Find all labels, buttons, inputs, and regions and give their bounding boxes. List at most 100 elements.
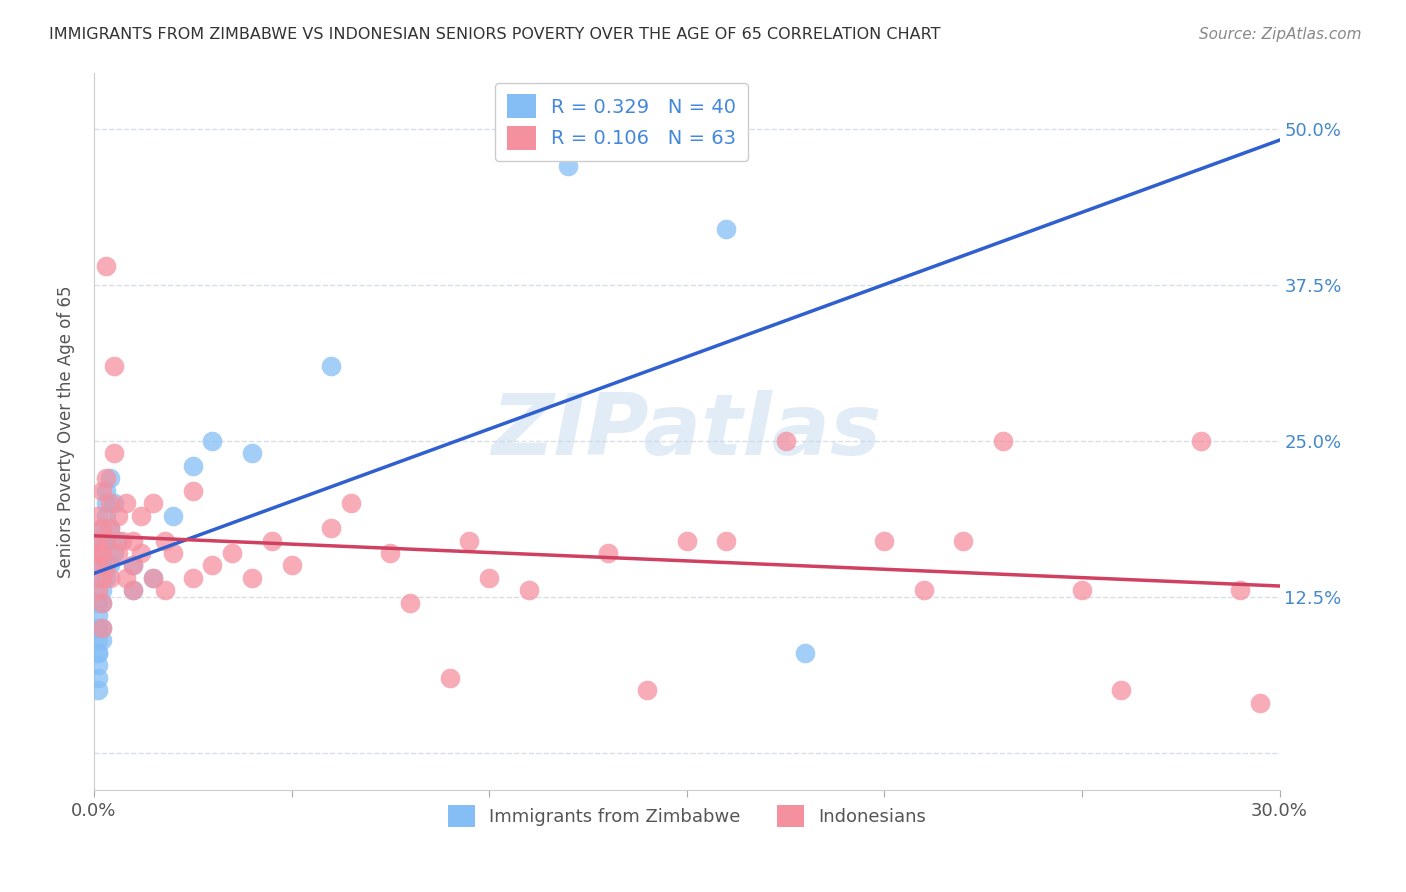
Point bbox=[94, 471, 117, 485]
Point bbox=[94, 508, 117, 523]
Point bbox=[675, 533, 697, 548]
Point bbox=[991, 434, 1014, 448]
Point bbox=[340, 496, 363, 510]
Point bbox=[90, 533, 112, 548]
Point bbox=[94, 533, 117, 548]
Point bbox=[90, 596, 112, 610]
Point bbox=[90, 546, 112, 560]
Point bbox=[87, 683, 110, 698]
Point bbox=[1071, 583, 1094, 598]
Point bbox=[240, 446, 263, 460]
Point bbox=[87, 508, 110, 523]
Point bbox=[94, 558, 117, 573]
Point bbox=[90, 521, 112, 535]
Point bbox=[90, 621, 112, 635]
Point bbox=[87, 558, 110, 573]
Point bbox=[107, 546, 129, 560]
Point bbox=[98, 471, 121, 485]
Point bbox=[380, 546, 402, 560]
Point bbox=[142, 571, 165, 585]
Point bbox=[90, 546, 112, 560]
Point bbox=[240, 571, 263, 585]
Point bbox=[110, 533, 132, 548]
Point bbox=[103, 446, 125, 460]
Point bbox=[90, 596, 112, 610]
Point bbox=[458, 533, 481, 548]
Point bbox=[794, 646, 817, 660]
Point bbox=[122, 583, 145, 598]
Point bbox=[103, 496, 125, 510]
Point bbox=[557, 160, 579, 174]
Point bbox=[517, 583, 540, 598]
Point bbox=[912, 583, 935, 598]
Point bbox=[181, 458, 204, 473]
Point bbox=[478, 571, 501, 585]
Point bbox=[1189, 434, 1212, 448]
Point bbox=[181, 571, 204, 585]
Point bbox=[98, 521, 121, 535]
Point bbox=[90, 483, 112, 498]
Text: Source: ZipAtlas.com: Source: ZipAtlas.com bbox=[1198, 27, 1361, 42]
Point bbox=[87, 608, 110, 623]
Point bbox=[87, 671, 110, 685]
Point bbox=[280, 558, 302, 573]
Point bbox=[162, 546, 184, 560]
Point bbox=[87, 583, 110, 598]
Point bbox=[319, 521, 342, 535]
Point bbox=[98, 558, 121, 573]
Point bbox=[90, 558, 112, 573]
Point bbox=[122, 583, 145, 598]
Point bbox=[162, 508, 184, 523]
Point bbox=[716, 533, 738, 548]
Point bbox=[87, 633, 110, 648]
Point bbox=[596, 546, 619, 560]
Point bbox=[87, 621, 110, 635]
Point bbox=[90, 571, 112, 585]
Point bbox=[94, 483, 117, 498]
Text: IMMIGRANTS FROM ZIMBABWE VS INDONESIAN SENIORS POVERTY OVER THE AGE OF 65 CORREL: IMMIGRANTS FROM ZIMBABWE VS INDONESIAN S… bbox=[49, 27, 941, 42]
Point bbox=[873, 533, 896, 548]
Point bbox=[952, 533, 974, 548]
Point bbox=[98, 521, 121, 535]
Point bbox=[260, 533, 283, 548]
Point bbox=[107, 533, 129, 548]
Point bbox=[201, 558, 224, 573]
Point bbox=[439, 671, 461, 685]
Point bbox=[153, 583, 176, 598]
Point bbox=[103, 546, 125, 560]
Point bbox=[98, 496, 121, 510]
Point bbox=[90, 621, 112, 635]
Point bbox=[98, 571, 121, 585]
Point bbox=[1111, 683, 1133, 698]
Point bbox=[201, 434, 224, 448]
Point bbox=[716, 222, 738, 236]
Point bbox=[131, 546, 153, 560]
Point bbox=[87, 646, 110, 660]
Point bbox=[94, 533, 117, 548]
Point bbox=[87, 546, 110, 560]
Point bbox=[181, 483, 204, 498]
Point bbox=[636, 683, 658, 698]
Point bbox=[114, 496, 136, 510]
Point bbox=[399, 596, 422, 610]
Point bbox=[142, 496, 165, 510]
Point bbox=[87, 571, 110, 585]
Point bbox=[90, 521, 112, 535]
Point bbox=[122, 558, 145, 573]
Point bbox=[319, 359, 342, 373]
Point bbox=[87, 533, 110, 548]
Point bbox=[1249, 696, 1271, 710]
Point bbox=[122, 558, 145, 573]
Text: ZIPatlas: ZIPatlas bbox=[492, 390, 882, 473]
Point bbox=[90, 583, 112, 598]
Point bbox=[142, 571, 165, 585]
Point bbox=[131, 508, 153, 523]
Point bbox=[114, 571, 136, 585]
Legend: Immigrants from Zimbabwe, Indonesians: Immigrants from Zimbabwe, Indonesians bbox=[440, 798, 934, 835]
Point bbox=[775, 434, 797, 448]
Point bbox=[87, 646, 110, 660]
Point bbox=[94, 259, 117, 273]
Point bbox=[1229, 583, 1251, 598]
Point bbox=[103, 359, 125, 373]
Point bbox=[94, 496, 117, 510]
